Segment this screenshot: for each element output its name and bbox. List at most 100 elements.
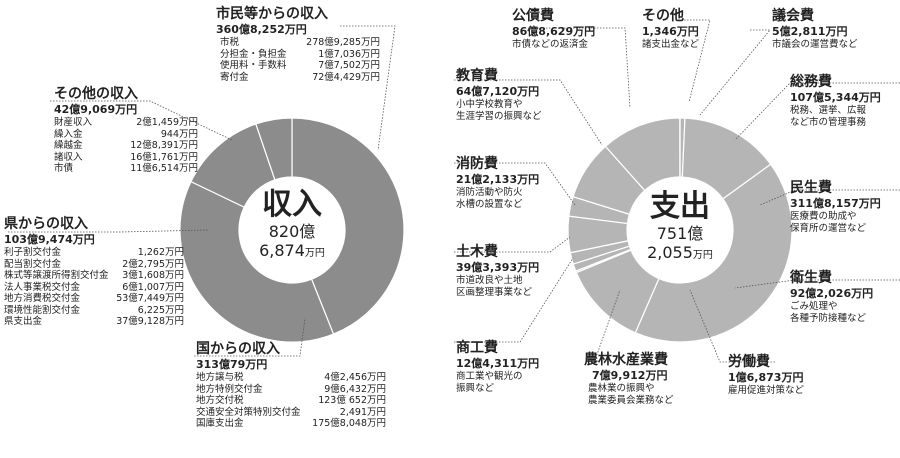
expense-minsei-desc-2: 保育所の運営など: [790, 223, 867, 234]
list-item: 利子割交付金 1,262万円: [4, 247, 184, 258]
expense-doboku-title: 土木費: [456, 244, 498, 260]
list-item: 国庫支出金 175億8,048万円: [196, 418, 386, 429]
expense-rodo-title: 労働費: [728, 354, 770, 370]
expense-eisei-block: 衛生費 92億2,026万円 ごみ処理や 各種予防接種など: [790, 270, 873, 325]
expense-shoko-block: 商工費 12億4,311万円 商工業や観光の 振興など: [456, 340, 539, 395]
expense-norin-amount: 7億9,912万円: [592, 369, 668, 382]
revenue-ken-block: 県からの収入 103億9,474万円 利子割交付金 1,262万円 配当割交付金 2…: [4, 216, 184, 328]
expense-doboku-block: 土木費 39億3,393万円 市道改良や土地 区画整理事業など: [456, 244, 539, 299]
expense-minsei-desc-1: 医療費の助成や: [790, 211, 857, 222]
list-item: 諸収入 16億1,761万円: [54, 151, 198, 163]
expense-doboku-desc-1: 市道改良や土地: [456, 275, 523, 286]
list-item: 法人事業税交付金 6億1,007万円: [4, 281, 184, 293]
list-item: 交通安全対策特別交付金 2,491万円: [196, 406, 386, 418]
expense-kyoiku-title: 教育費: [456, 68, 498, 84]
leader-lines: [8, 19, 900, 363]
leader-eisei: [734, 279, 900, 289]
leader-norin: [588, 289, 621, 361]
expense-shobo-desc-1: 消防活動や防火: [456, 187, 523, 198]
expense-kosai-desc: 市債などの返済金: [512, 39, 589, 50]
expense-sonota-title: その他: [642, 8, 684, 24]
expense-gikai-block: 議会費 5億2,811万円 市議会の運営費など: [772, 8, 858, 51]
list-item: 地方譲与税 4億2,456万円: [196, 372, 386, 383]
expense-shoko-desc-1: 商工業や観光の: [456, 371, 523, 382]
revenue-sonota-block: その他の収入 42億9,069万円 財産収入 2億1,459万円 繰入金 944万円…: [54, 86, 198, 175]
expense-minsei-title: 民生費: [790, 180, 832, 196]
list-item: 環境性能割交付金 6,225万円: [4, 304, 184, 316]
expense-eisei-amount: 92億2,026万円: [790, 287, 874, 300]
expense-kosai-block: 公債費 86億8,629万円 市債などの返済金: [512, 8, 595, 51]
expense-somu-block: 総務費 107億5,344万円 税務、選挙、広報 など市の管理事務: [790, 74, 881, 129]
expense-norin-desc-1: 農林業の振興や: [588, 383, 655, 394]
expense-kyoiku-block: 教育費 64億7,120万円 小中学校教育や 生涯学習の振興など: [456, 68, 542, 123]
expense-total-man: 2,055万円: [647, 243, 713, 262]
list-item: 地方交付税 123億 652万円: [196, 395, 386, 406]
revenue-ken-amount: 103億9,474万円: [4, 233, 95, 246]
expense-rodo-block: 労働費 1億6,873万円 雇用促進対策など: [728, 354, 804, 397]
list-item: 地方特例交付金 9億6,432万円: [196, 383, 386, 395]
expense-sonota-desc: 諸支出金など: [642, 39, 700, 50]
expense-kosai-title: 公債費: [512, 8, 554, 24]
expense-norin-block: 農林水産業費 7億9,912万円 農林業の振興や 農業委員会業務など: [584, 352, 674, 407]
expense-somu-amount: 107億5,344万円: [790, 91, 881, 104]
list-item: 寄付金 72億4,429万円: [220, 71, 380, 83]
expense-center-label: 支出 751億 2,055万円: [625, 190, 735, 265]
revenue-kuni-title: 国からの収入: [196, 341, 280, 357]
expense-doboku-desc-2: 区画整理事業など: [456, 287, 533, 298]
expense-somu-title: 総務費: [790, 74, 832, 90]
expense-total-oku: 751億: [656, 224, 704, 243]
expense-shobo-amount: 21億2,133万円: [456, 173, 540, 186]
list-item: 株式等譲渡所得割交付金 3億1,608万円: [4, 270, 184, 281]
revenue-shimin-amount: 360億8,252万円: [216, 23, 307, 36]
expense-kyoiku-desc-2: 生涯学習の振興など: [456, 111, 542, 122]
leader-ken: [8, 229, 209, 233]
revenue-kuni-block: 国からの収入 313億79万円 地方譲与税 4億2,456万円 地方特例交付金 9億…: [196, 341, 386, 430]
list-item: 繰入金 944万円: [54, 128, 198, 140]
revenue-sonota-amount: 42億9,069万円: [54, 103, 138, 116]
list-item: 地方消費税交付金 53億7,449万円: [4, 293, 184, 304]
leader-gikai: [699, 29, 771, 116]
leader-somu: [734, 82, 900, 141]
list-item: 配当割交付金 2億2,795万円: [4, 258, 184, 270]
revenue-total-man: 6,874万円: [259, 241, 325, 260]
expense-shobo-desc-2: 水槽の設置など: [456, 199, 523, 210]
leader-sonota-exp: [678, 19, 711, 103]
expense-shoko-title: 商工費: [456, 340, 498, 356]
revenue-slice-3: [255, 117, 293, 181]
expense-sonota-amount: 1,346万円: [642, 25, 699, 38]
revenue-ken-title: 県からの収入: [4, 216, 88, 232]
leader-shimin: [340, 25, 396, 151]
revenue-sonota-title: その他の収入: [54, 86, 138, 102]
expense-sonota-block: その他 1,346万円 諸支出金など: [642, 8, 699, 51]
expense-shoko-desc-2: 振興など: [456, 383, 495, 394]
expense-gikai-title: 議会費: [772, 8, 814, 24]
list-item: 分担金・負担金 1億7,036万円: [220, 48, 380, 60]
list-item: 市税 278億9,285万円: [220, 37, 380, 48]
expense-center-title: 支出: [650, 189, 710, 224]
expense-doboku-amount: 39億3,393万円: [456, 261, 540, 274]
leader-doboku: [454, 236, 571, 253]
expense-eisei-desc-1: ごみ処理や: [790, 301, 838, 312]
leader-kosai: [528, 27, 631, 109]
revenue-shimin-title: 市民等からの収入: [216, 6, 328, 22]
leader-kuni: [194, 317, 306, 357]
expense-eisei-desc-2: 各種予防接種など: [790, 313, 867, 324]
revenue-slice-0: [291, 117, 405, 335]
revenue-kuni-amount: 313億79万円: [196, 358, 268, 371]
expense-somu-desc-2: など市の管理事務: [790, 117, 867, 128]
expense-norin-title: 農林水産業費: [584, 352, 668, 368]
leader-minsei: [759, 189, 900, 206]
revenue-donut-chart: [179, 117, 405, 343]
list-item: 繰越金 12億8,391万円: [54, 140, 198, 151]
expense-shoko-amount: 12億4,311万円: [456, 357, 540, 370]
expense-kosai-amount: 86億8,629万円: [512, 25, 596, 38]
leader-rodo: [689, 289, 775, 363]
expense-rodo-amount: 1億6,873万円: [728, 371, 804, 384]
revenue-center-label: 収入 820億 6,874万円: [237, 188, 347, 263]
leader-kyoiku: [454, 79, 603, 146]
expense-donut-chart: [567, 117, 793, 343]
expense-norin-desc-2: 農業委員会業務など: [588, 395, 674, 406]
expense-kyoiku-desc-1: 小中学校教育や: [456, 99, 523, 110]
expense-gikai-amount: 5億2,811万円: [772, 25, 848, 38]
